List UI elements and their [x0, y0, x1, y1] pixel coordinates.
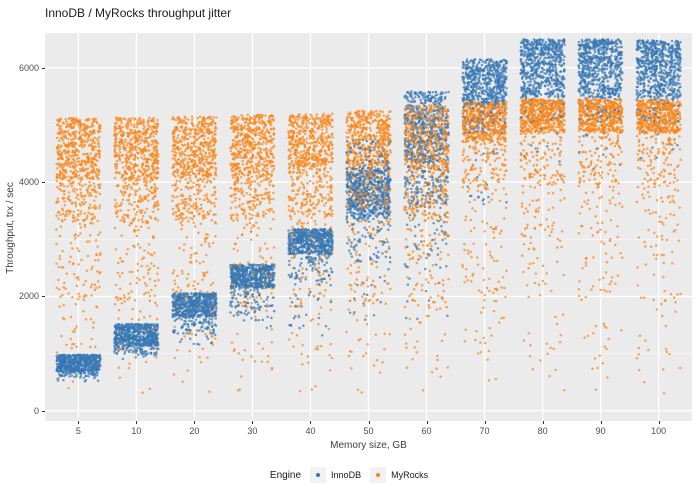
x-tick-label: 10 [131, 426, 142, 436]
y-tick-mark [42, 296, 45, 298]
innodb-point-icon [316, 473, 321, 477]
x-tick-label: 100 [651, 426, 667, 436]
x-axis-title: Memory size, GB [330, 440, 407, 451]
x-tick-label: 5 [75, 426, 81, 436]
legend-label-innodb: InnoDB [331, 470, 362, 480]
legend: Engine InnoDB MyRocks [0, 463, 698, 487]
chart-title: InnoDB / MyRocks throughput jitter [45, 6, 232, 20]
x-tick-label: 50 [363, 426, 374, 436]
x-tick-label: 30 [247, 426, 258, 436]
y-axis-title: Throughput, trx / sec [5, 182, 16, 274]
legend-title: Engine [269, 469, 302, 481]
x-tick-mark [78, 421, 80, 424]
x-tick-label: 70 [479, 426, 490, 436]
x-tick-label: 20 [189, 426, 200, 436]
y-tick-label: 4000 [18, 177, 39, 188]
x-tick-label: 80 [537, 426, 548, 436]
x-tick-mark [484, 421, 486, 424]
legend-label-myrocks: MyRocks [391, 470, 429, 480]
x-tick-mark [252, 421, 254, 424]
x-tick-mark [600, 421, 602, 424]
x-tick-mark [542, 421, 544, 424]
legend-entry-innodb: InnoDB [310, 467, 361, 483]
x-tick-mark [136, 421, 138, 424]
legend-key-myrocks [370, 467, 387, 483]
y-tick-label: 6000 [18, 62, 39, 73]
x-tick-mark [658, 421, 660, 424]
y-tick-mark [42, 182, 45, 184]
y-tick-label: 0 [33, 405, 39, 416]
legend-key-innodb [310, 467, 327, 483]
plot-panel [45, 33, 692, 421]
x-tick-mark [426, 421, 428, 424]
x-tick-mark [368, 421, 370, 424]
x-tick-label: 90 [595, 426, 606, 436]
y-tick-label: 2000 [18, 291, 39, 302]
legend-entry-myrocks: MyRocks [370, 467, 428, 483]
y-tick-mark [42, 67, 45, 69]
x-tick-mark [194, 421, 196, 424]
y-tick-mark [42, 410, 45, 412]
myrocks-point-icon [376, 473, 381, 477]
x-tick-label: 60 [421, 426, 432, 436]
x-tick-mark [310, 421, 312, 424]
x-tick-label: 40 [305, 426, 316, 436]
